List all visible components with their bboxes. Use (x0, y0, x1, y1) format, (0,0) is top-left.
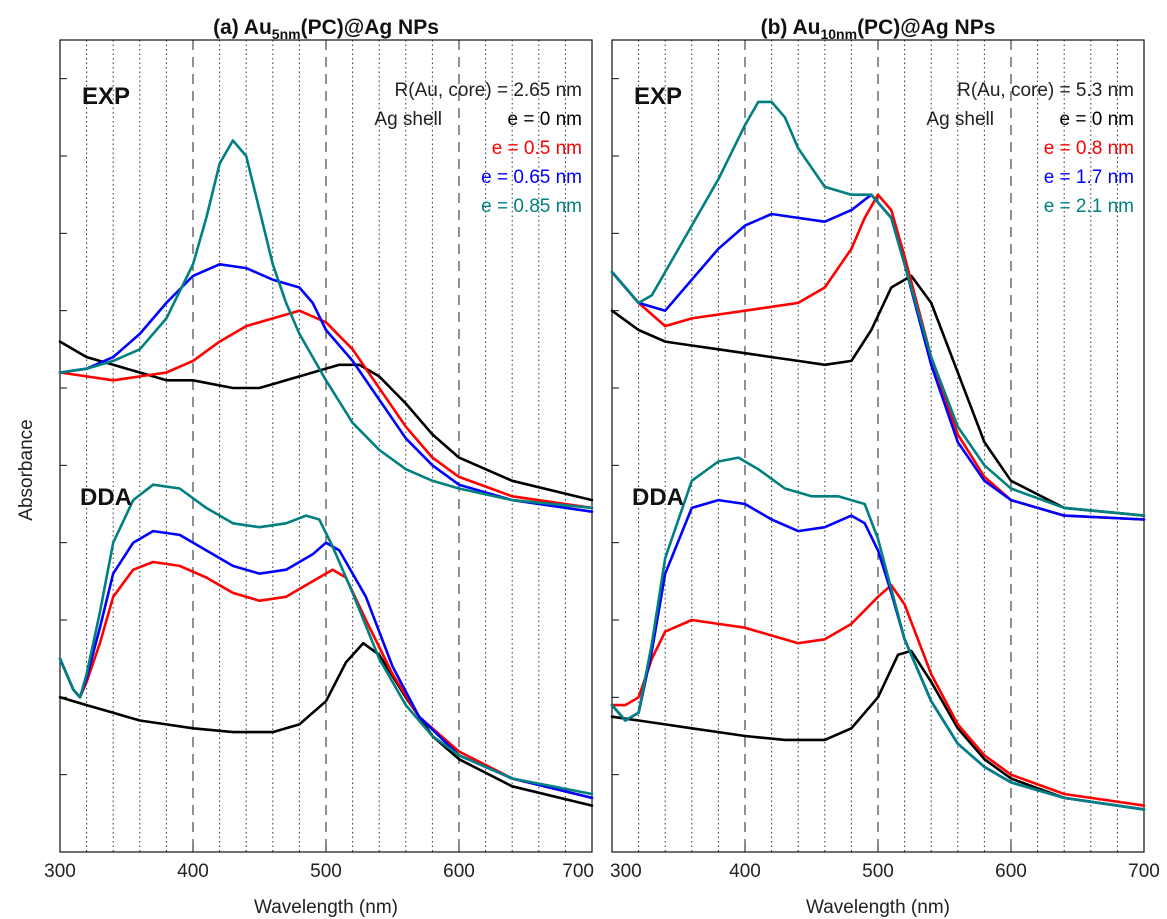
dda-series-1 (58, 560, 594, 800)
x-tick-label: 700 (562, 861, 594, 882)
exp-series-1 (610, 193, 1146, 521)
legend-entry: e = 0.85 nm (481, 196, 582, 217)
dda-label: DDA (632, 484, 684, 511)
legend-entry: e = 0.8 nm (1044, 138, 1134, 159)
dda-label: DDA (80, 484, 132, 511)
legend-entry: e = 0.65 nm (481, 167, 582, 188)
x-axis-label: Wavelength (nm) (806, 897, 950, 918)
legend-entry: e = 2.1 nm (1044, 196, 1134, 217)
exp-series-1 (58, 309, 594, 510)
exp-label: EXP (82, 83, 130, 110)
x-axis-label: Wavelength (nm) (254, 897, 398, 918)
legend-subheader: Ag shell (374, 109, 442, 130)
x-tick-label: 700 (1128, 861, 1160, 882)
legend-entry: e = 1.7 nm (1044, 167, 1134, 188)
dda-series-3 (58, 483, 594, 796)
x-tick-label: 400 (729, 861, 761, 882)
x-tick-label: 600 (995, 861, 1027, 882)
exp-series-2 (58, 263, 594, 513)
x-tick-label: 500 (862, 861, 894, 882)
exp-label: EXP (634, 83, 682, 110)
panel-a: (a) Au5nm(PC)@Ag NPs 300 400 500 600 700 Wavel… (44, 16, 594, 918)
legend-entry: e = 0 nm (508, 109, 582, 130)
exp-series-3 (610, 100, 1146, 517)
x-tick-label: 400 (177, 861, 209, 882)
exp-series-0 (610, 274, 1146, 517)
legend-header: R(Au, core) = 5.3 nm (957, 80, 1134, 101)
exp-series-0 (58, 340, 594, 502)
x-tick-label: 500 (310, 861, 342, 882)
dda-series-2 (58, 529, 594, 800)
chart-title: (b) Au10nm(PC)@Ag NPs (761, 16, 996, 42)
x-tick-label: 600 (443, 861, 475, 882)
y-axis-label: Absorbance (16, 419, 37, 520)
x-tick-label: 300 (610, 861, 642, 882)
x-tick-label: 300 (44, 861, 76, 882)
dda-series-0 (610, 649, 1146, 811)
legend-subheader: Ag shell (926, 109, 994, 130)
legend-entry: e = 0.5 nm (492, 138, 582, 159)
dda-series-3 (610, 456, 1146, 811)
dda-series-1 (610, 583, 1146, 807)
panel-b: (b) Au10nm(PC)@Ag NPs 300 400 500 600 700 Wave… (610, 16, 1160, 918)
legend-entry: e = 0 nm (1060, 109, 1134, 130)
legend-header: R(Au, core) = 2.65 nm (395, 80, 582, 101)
chart-title: (a) Au5nm(PC)@Ag NPs (213, 16, 439, 42)
exp-series-2 (610, 193, 1146, 521)
exp-series-3 (58, 139, 594, 510)
